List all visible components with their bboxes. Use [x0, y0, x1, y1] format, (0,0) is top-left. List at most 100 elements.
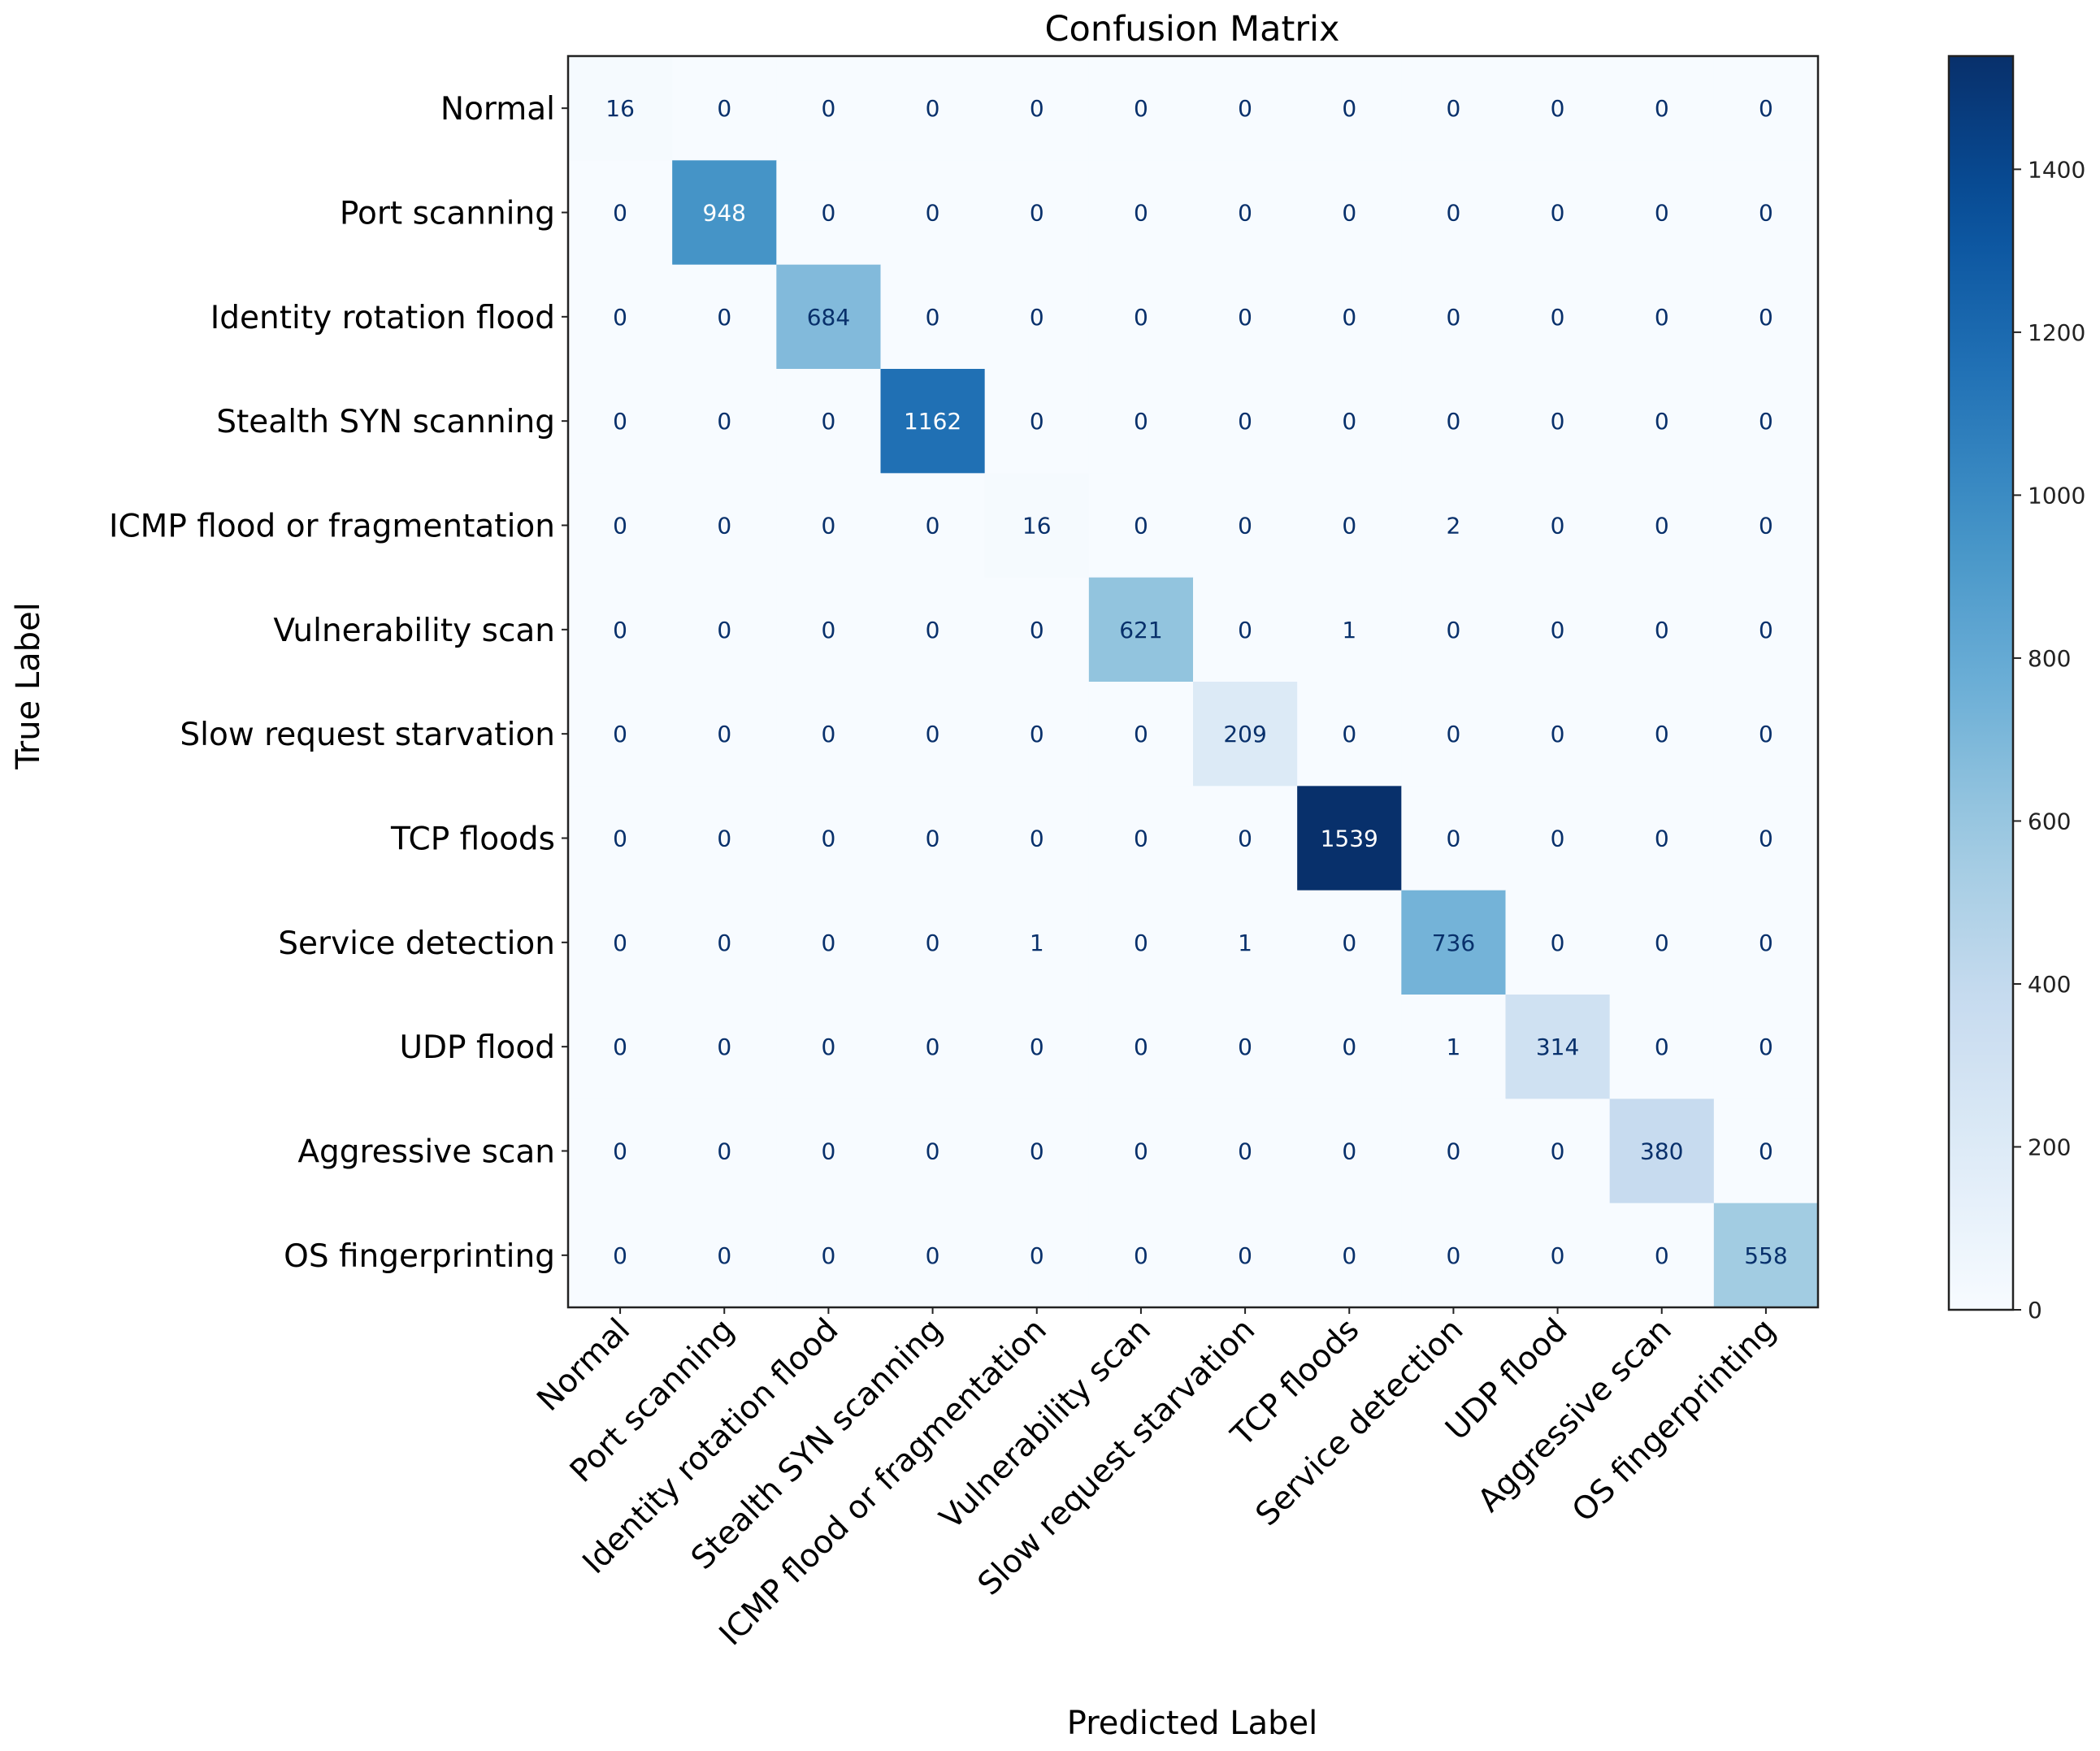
matrix-cell [1297, 56, 1402, 161]
cell-value-label: 0 [1134, 304, 1148, 331]
cell-value-label: 0 [1551, 95, 1565, 122]
cell-value-label: 0 [717, 721, 731, 748]
matrix-cell [1401, 264, 1506, 370]
cell-value-label: 0 [1342, 200, 1356, 227]
cell-value-label: 0 [1447, 200, 1461, 227]
matrix-cell [1505, 160, 1611, 266]
matrix-cell [1088, 369, 1194, 474]
cell-value-label: 0 [1551, 1242, 1565, 1269]
matrix-cell [568, 682, 673, 787]
cell-value-label: 0 [822, 826, 836, 852]
matrix-cell [880, 264, 986, 370]
matrix-cell [1193, 1203, 1298, 1308]
y-tick-label: Normal [440, 91, 555, 128]
cell-value-label: 684 [807, 304, 850, 331]
matrix-cell [1193, 890, 1298, 995]
cell-value-label: 0 [717, 95, 731, 122]
cell-value-label: 0 [1134, 1034, 1148, 1060]
matrix-cell [1401, 160, 1506, 266]
cell-value-label: 0 [717, 408, 731, 435]
cell-value-label: 0 [1342, 1034, 1356, 1060]
matrix-cell [1713, 264, 1819, 370]
matrix-cell [880, 1203, 986, 1308]
cell-value-label: 0 [613, 1242, 627, 1269]
matrix-cell [1609, 577, 1715, 683]
matrix-cell [1401, 1203, 1506, 1308]
x-tick-label: Service detection [1249, 1311, 1471, 1533]
matrix-cell [672, 369, 777, 474]
cell-value-label: 0 [717, 1242, 731, 1269]
matrix-cell [1713, 369, 1819, 474]
cell-value-label: 0 [1759, 930, 1773, 956]
cell-value-label: 0 [613, 304, 627, 331]
cell-value-label: 0 [1551, 408, 1565, 435]
matrix-cell [776, 1203, 881, 1308]
cell-value-label: 0 [717, 826, 731, 852]
cell-value-label: 0 [1655, 408, 1669, 435]
cell-value-label: 1 [1238, 930, 1252, 956]
cell-value-label: 0 [1759, 721, 1773, 748]
matrix-cell [984, 264, 1090, 370]
matrix-cell [568, 1099, 673, 1204]
cell-value-label: 0 [822, 1138, 836, 1165]
cell-value-label: 0 [613, 826, 627, 852]
matrix-cell [672, 1099, 777, 1204]
cell-value-label: 0 [1551, 721, 1565, 748]
matrix-cell [984, 56, 1090, 161]
cell-value-label: 0 [926, 826, 940, 852]
cell-value-label: 0 [926, 513, 940, 540]
cell-value-label: 0 [1134, 826, 1148, 852]
cell-value-label: 0 [1759, 1034, 1773, 1060]
cell-value-label: 0 [822, 1242, 836, 1269]
cell-value-label: 0 [1759, 826, 1773, 852]
cell-value-label: 0 [1551, 826, 1565, 852]
matrix-cell [984, 577, 1090, 683]
cell-value-label: 1 [1030, 930, 1044, 956]
cell-value-label: 621 [1119, 617, 1162, 644]
cell-value-label: 209 [1223, 721, 1266, 748]
cell-value-label: 0 [1238, 1242, 1252, 1269]
matrix-cell [672, 264, 777, 370]
y-tick-label: Aggressive scan [297, 1134, 555, 1171]
matrix-cell [568, 1203, 673, 1308]
matrix-cell [1193, 56, 1298, 161]
matrix-cell [1609, 369, 1715, 474]
cell-value-label: 0 [926, 1242, 940, 1269]
matrix-cell [776, 369, 881, 474]
cell-value-label: 0 [1030, 721, 1044, 748]
cell-value-label: 0 [613, 513, 627, 540]
cell-value-label: 0 [1342, 408, 1356, 435]
cell-value-label: 0 [1655, 513, 1669, 540]
x-tick-label: OS fingerprinting [1565, 1311, 1783, 1529]
colorbar-ticks: 0 200 400 600 800 1000 1200 1400 [2013, 156, 2085, 1324]
matrix-cell [1088, 995, 1194, 1099]
cell-value-label: 0 [1030, 408, 1044, 435]
matrix-cell [1401, 682, 1506, 787]
matrix-cell [776, 160, 881, 266]
cell-value-label: 0 [1238, 200, 1252, 227]
matrix-cell [1505, 786, 1611, 891]
matrix-cell [672, 1203, 777, 1308]
cell-value-label: 0 [1551, 200, 1565, 227]
cell-value-label: 0 [1447, 408, 1461, 435]
cell-value-label: 0 [1238, 304, 1252, 331]
matrix-cell [880, 682, 986, 787]
cell-value-label: 0 [613, 408, 627, 435]
matrix-cell [1505, 56, 1611, 161]
plot-frame [566, 54, 1820, 1309]
matrix-cell [776, 1099, 881, 1204]
matrix-cell [1713, 1099, 1819, 1204]
cell-value-label: 1 [1447, 1034, 1461, 1060]
colorbar-tick-label: 800 [2028, 645, 2071, 672]
matrix-cell [568, 890, 673, 995]
cell-value-label: 0 [1134, 408, 1148, 435]
cell-value-label: 0 [1134, 721, 1148, 748]
cell-value-label: 0 [717, 304, 731, 331]
cell-value-label: 0 [1134, 1138, 1148, 1165]
matrix-cell [1297, 786, 1402, 891]
cell-value-label: 0 [717, 513, 731, 540]
matrix-cell [1297, 577, 1402, 683]
matrix-cell [568, 995, 673, 1099]
matrix-cell [880, 995, 986, 1099]
